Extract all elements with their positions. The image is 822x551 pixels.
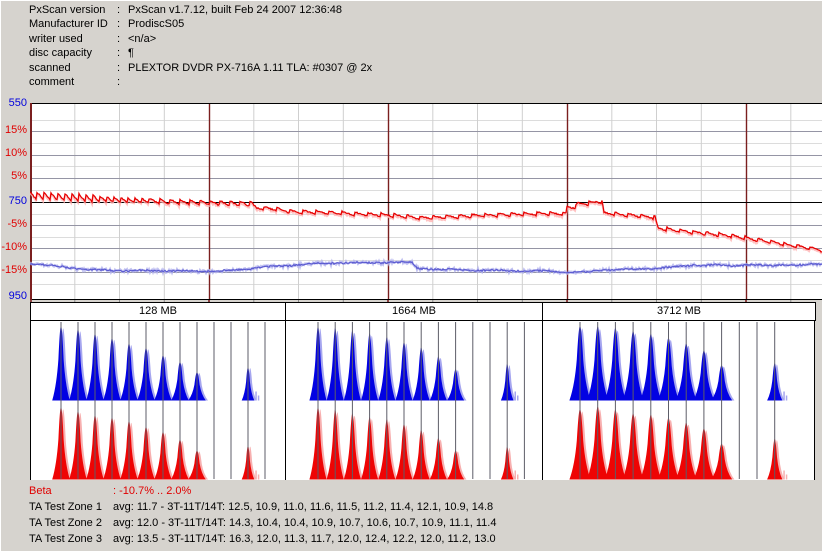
y-tick-10: 10% bbox=[4, 147, 27, 159]
info-value: PxScan v1.7.12, built Feb 24 2007 12:36:… bbox=[128, 4, 343, 16]
info-separator: : bbox=[117, 4, 121, 16]
info-label: PxScan version bbox=[29, 4, 106, 16]
ta-zone1-row: TA Test Zone 1 avg: 11.7 - 3T-11T/14T: 12… bbox=[29, 500, 496, 516]
ta-zone3-values: avg: 13.5 - 3T-11T/14T: 16.3, 12.0, 11.3… bbox=[113, 532, 496, 545]
info-value: ProdiscS05 bbox=[128, 18, 185, 31]
beta-label: Beta bbox=[29, 485, 52, 497]
zone-header-1664mb: 1664 MB bbox=[285, 302, 543, 321]
info-row-capacity: disc capacity: ¶ bbox=[29, 46, 372, 60]
info-row-scanned: scanned: PLEXTOR DVDR PX-716A 1.11 TLA: #… bbox=[29, 61, 372, 75]
info-label: disc capacity bbox=[29, 47, 92, 60]
y-tick-m5: -5% bbox=[7, 218, 27, 230]
zone-header-3712mb: 3712 MB bbox=[542, 302, 816, 321]
y-tick-15: 15% bbox=[4, 124, 27, 136]
ta-zone2-values: avg: 12.0 - 3T-11T/14T: 14.3, 10.4, 10.4… bbox=[113, 516, 497, 529]
scan-summary-footer: Beta: -10.7% .. 2.0% TA Test Zone 1 avg: … bbox=[29, 484, 496, 548]
info-row-writer: writer used: <n/a> bbox=[29, 32, 372, 46]
info-row-comment: comment: bbox=[29, 75, 372, 89]
y-tick-m10: -10% bbox=[1, 241, 27, 253]
beta-value: -10.7% .. 2.0% bbox=[119, 485, 192, 497]
info-label: comment bbox=[29, 75, 75, 88]
y-tick-950: 950 bbox=[8, 290, 27, 302]
ta-zone1-label: TA Test Zone 1 bbox=[29, 500, 102, 513]
y-tick-m15: -15% bbox=[1, 264, 27, 276]
ta-histograms bbox=[30, 321, 815, 480]
info-row-version: PxScan version: PxScan v1.7.12, built Feb… bbox=[29, 3, 372, 17]
info-separator: : bbox=[117, 32, 121, 45]
ta-zone3-label: TA Test Zone 3 bbox=[29, 532, 102, 545]
y-tick-750: 750 bbox=[8, 195, 27, 207]
info-row-manufacturer: Manufacturer ID: ProdiscS05 bbox=[29, 17, 372, 31]
info-label: Manufacturer ID bbox=[29, 18, 108, 31]
ta-zone3-row: TA Test Zone 3 avg: 13.5 - 3T-11T/14T: 16… bbox=[29, 532, 496, 548]
window-edge-top bbox=[0, 0, 822, 1]
info-value: PLEXTOR DVDR PX-716A 1.11 TLA: #0307 @ 2… bbox=[128, 61, 373, 74]
info-label: scanned bbox=[29, 61, 71, 74]
ta-zone2-label: TA Test Zone 2 bbox=[29, 516, 102, 529]
info-value: ¶ bbox=[128, 47, 134, 60]
info-separator: : bbox=[117, 61, 121, 74]
scan-info-header: PxScan version: PxScan v1.7.12, built Feb… bbox=[29, 3, 372, 89]
info-separator: : bbox=[117, 75, 121, 88]
beta-summary-row: Beta: -10.7% .. 2.0% bbox=[29, 484, 496, 500]
beta-separator: : bbox=[113, 485, 120, 497]
zone-header-128mb: 128 MB bbox=[30, 302, 286, 321]
y-tick-550: 550 bbox=[8, 97, 27, 109]
ta-zone2-row: TA Test Zone 2 avg: 12.0 - 3T-11T/14T: 14… bbox=[29, 516, 496, 532]
info-separator: : bbox=[117, 18, 121, 31]
info-label: writer used bbox=[29, 32, 83, 45]
info-value: <n/a> bbox=[128, 32, 157, 45]
y-tick-5: 5% bbox=[11, 170, 27, 182]
beta-ta-trend-chart bbox=[30, 103, 822, 300]
ta-zone1-values: avg: 11.7 - 3T-11T/14T: 12.5, 10.9, 11.0… bbox=[113, 500, 494, 513]
window-edge-left bbox=[0, 0, 1, 551]
info-separator: : bbox=[117, 47, 121, 60]
